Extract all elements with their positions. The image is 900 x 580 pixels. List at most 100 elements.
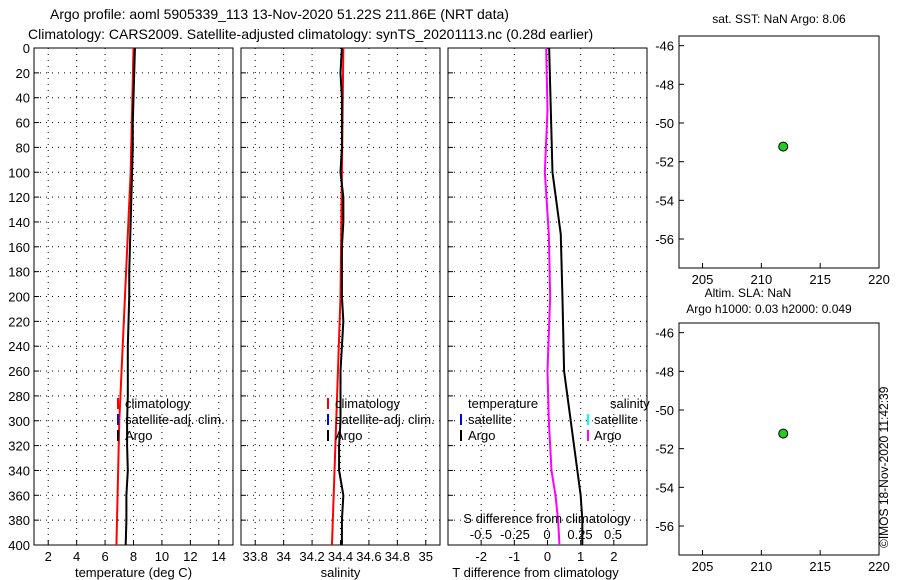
x-tick-label: 210: [751, 272, 773, 287]
y-tick-label: -50: [655, 116, 674, 131]
x-tick-label: 33.8: [243, 549, 268, 564]
y-tick-label: -54: [655, 193, 674, 208]
x-tick-label: 2: [45, 549, 52, 564]
series-line-climatology: [115, 47, 135, 546]
x-tick-label: 215: [809, 272, 831, 287]
x-tick-label: 205: [692, 272, 714, 287]
y-tick-label: -46: [655, 326, 674, 341]
y-tick-label: -56: [655, 232, 674, 247]
x-tick-label: 220: [868, 559, 890, 574]
x-tick-label: 14: [212, 549, 226, 564]
map-frame: [678, 322, 880, 556]
top-axis-tick-label: 0.5: [604, 527, 622, 542]
y-tick-label: 40: [16, 91, 30, 106]
y-tick-label: -48: [655, 364, 674, 379]
legend-label: climatology: [125, 396, 191, 411]
x-tick-label: 34.8: [385, 549, 410, 564]
series-line-t-diff-argo: [548, 47, 584, 545]
legend-label: climatology: [335, 396, 401, 411]
title-line-1: Argo profile: aoml 5905339_113 13-Nov-20…: [50, 6, 509, 22]
legend-label: satellite-adj. clim.: [335, 412, 435, 427]
x-tick-label: 1: [577, 549, 584, 564]
x-axis-label: salinity: [321, 565, 361, 580]
y-tick-label: -56: [655, 519, 674, 534]
x-tick-label: 34.4: [328, 549, 353, 564]
legend-label: Argo: [335, 428, 362, 443]
x-tick-label: 12: [183, 549, 197, 564]
x-tick-label: 34.6: [356, 549, 381, 564]
y-tick-label: 200: [8, 290, 30, 305]
legend-label: satellite-adj. clim.: [125, 412, 225, 427]
y-tick-label: 280: [8, 389, 30, 404]
y-tick-label: -54: [655, 480, 674, 495]
y-tick-label: -50: [655, 403, 674, 418]
y-tick-label: 320: [8, 439, 30, 454]
y-tick-label: 300: [8, 414, 30, 429]
y-tick-label: 100: [8, 165, 30, 180]
legend-label: satellite: [468, 412, 512, 427]
axis-frame: [240, 47, 441, 546]
x-tick-label: -2: [475, 549, 487, 564]
sla-map-subtitle: Argo h1000: 0.03 h2000: 0.049: [686, 302, 852, 316]
title-line-2: Climatology: CARS2009. Satellite-adjuste…: [28, 26, 593, 42]
y-tick-label: 20: [16, 66, 30, 81]
argo-position-marker: [778, 428, 789, 439]
legend-label: Argo: [468, 428, 495, 443]
y-tick-label: 80: [16, 140, 30, 155]
x-tick-label: 0: [544, 549, 551, 564]
x-tick-label: 34.2: [299, 549, 324, 564]
legend-title-salinity: salinity: [610, 396, 650, 411]
y-tick-label: 140: [8, 215, 30, 230]
y-tick-label: -52: [655, 442, 674, 457]
series-line-s-diff-argo: [543, 47, 561, 546]
map-frame: [678, 35, 880, 269]
x-tick-label: 215: [809, 559, 831, 574]
legend-label: Argo: [125, 428, 152, 443]
x-tick-label: 8: [130, 549, 137, 564]
y-tick-label: 60: [16, 116, 30, 131]
legend-label: satellite: [594, 412, 638, 427]
series-line-argo: [124, 47, 136, 546]
legend-title-temperature: temperature: [468, 396, 538, 411]
y-tick-label: -52: [655, 155, 674, 170]
temperature-panel: 2 4 6 8 10 12 14020406080100120140160180200220…: [8, 41, 234, 580]
y-tick-label: 380: [8, 513, 30, 528]
sst-map-panel: -46 -48 -50 -52 -54 -56 205 210 215 220 sat. SST: …: [655, 12, 890, 287]
y-tick-label: 240: [8, 339, 30, 354]
x-tick-label: 220: [868, 272, 890, 287]
top-axis-label: S difference from climatology: [463, 511, 631, 526]
y-tick-label: 220: [8, 314, 30, 329]
y-tick-label: 160: [8, 240, 30, 255]
x-tick-label: 205: [692, 559, 714, 574]
y-tick-label: 180: [8, 265, 30, 280]
x-tick-label: 6: [101, 549, 108, 564]
sla-map-title: Altim. SLA: NaN: [705, 286, 792, 300]
y-tick-label: -46: [655, 39, 674, 54]
legend-label: Argo: [594, 428, 621, 443]
y-tick-label: 360: [8, 488, 30, 503]
y-tick-label: 0: [23, 41, 30, 56]
series-line-argo: [338, 47, 345, 545]
difference-panel: -2 -1 0 1 2T difference from climatology temp…: [447, 47, 650, 580]
x-tick-label: 10: [155, 549, 169, 564]
top-axis-tick-label: -0.25: [500, 527, 530, 542]
y-tick-label: 340: [8, 463, 30, 478]
y-tick-label: -48: [655, 77, 674, 92]
sla-map-panel: -46 -48 -50 -52 -54 -56 205 210 215 220 Altim. SLA…: [655, 286, 890, 574]
x-tick-label: 34: [276, 549, 290, 564]
salinity-panel: 33.8 34 34.2 34.4 34.6 34.8 35 salinity climatol…: [240, 47, 441, 580]
x-axis-label: temperature (deg C): [75, 565, 192, 580]
y-tick-label: 400: [8, 538, 30, 553]
x-tick-label: 4: [73, 549, 80, 564]
axis-frame: [447, 47, 648, 546]
imos-watermark: ©IMOS 18-Nov-2020 11:42:39: [877, 386, 891, 548]
top-axis-tick-label: 0: [543, 527, 550, 542]
x-tick-label: 210: [751, 559, 773, 574]
top-axis-tick-label: 0.25: [567, 527, 592, 542]
y-tick-label: 120: [8, 190, 30, 205]
top-axis-tick-label: -0.5: [470, 527, 492, 542]
x-tick-label: 2: [610, 549, 617, 564]
y-tick-label: 260: [8, 364, 30, 379]
x-axis-label: T difference from climatology: [452, 565, 619, 580]
